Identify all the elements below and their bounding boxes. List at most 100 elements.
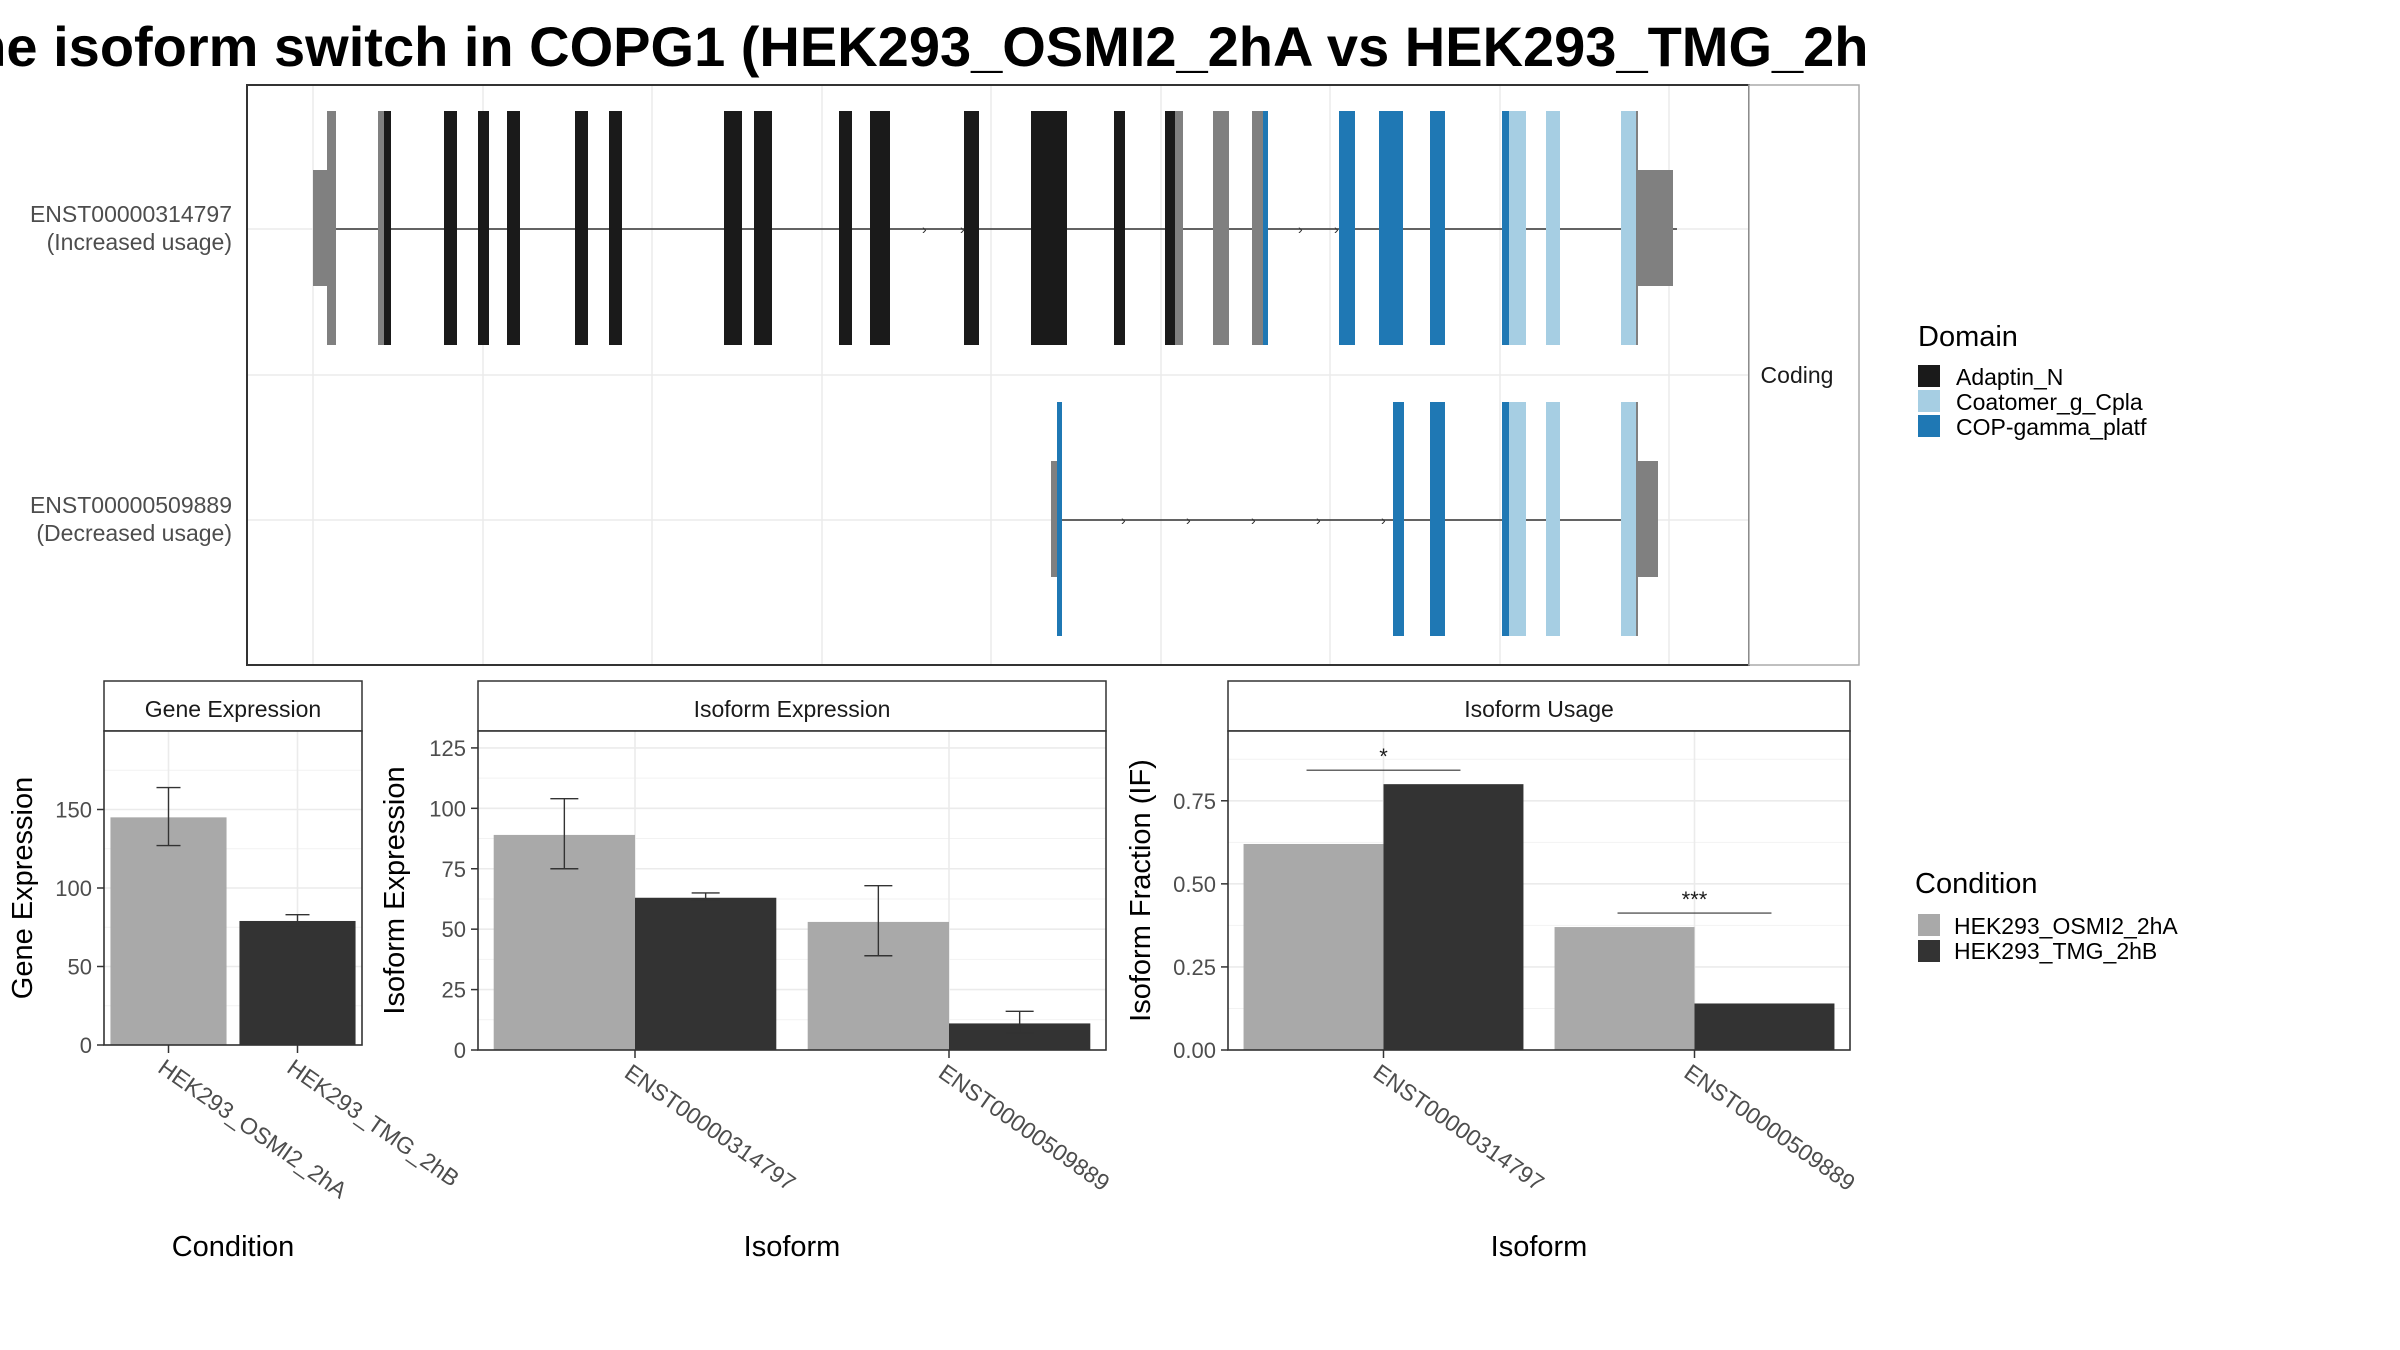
transcript-label-1: ENST00000314797: [30, 201, 232, 227]
exon-block: [1621, 111, 1636, 345]
transcript-label-2: ENST00000509889: [30, 492, 232, 518]
exon-block: [1546, 111, 1560, 345]
y-axis-title: Gene Expression: [7, 777, 39, 999]
strand-arrow: ›: [1381, 512, 1386, 528]
exon-block: [1509, 402, 1526, 636]
exon-block: [575, 111, 588, 345]
condition-legend-title: Condition: [1915, 868, 2038, 900]
panel-strip: [477, 680, 1107, 732]
exon-block: [839, 111, 852, 345]
exon-block: [754, 111, 772, 345]
exon-block: [1546, 402, 1560, 636]
domain-legend-label-3: COP-gamma_platf: [1956, 414, 2147, 440]
transcript-panel: Coding › › › ›: [30, 84, 1860, 666]
exon-block: [1430, 111, 1445, 345]
exon-block: [1031, 111, 1067, 345]
panel-strip: [103, 680, 363, 732]
exon-block: [1379, 111, 1403, 345]
y-tick-label: 150: [55, 798, 92, 823]
bar: [239, 920, 356, 1045]
exon-block: [1393, 402, 1404, 636]
y-tick-label: 50: [68, 955, 92, 980]
exon-block: [1502, 402, 1509, 636]
transcript-sublabel-1: (Increased usage): [47, 229, 232, 255]
x-axis-title: Condition: [172, 1231, 295, 1263]
condition-legend-swatch-2: [1918, 940, 1940, 962]
exon-block: [1213, 111, 1229, 345]
coding-strip: [1748, 84, 1860, 666]
significance-label: *: [1379, 744, 1388, 769]
y-tick-label: 0: [454, 1038, 466, 1063]
domain-legend: Domain Adaptin_N Coatomer_g_Cpla COP-gam…: [1918, 321, 2147, 440]
page-title: The isoform switch in COPG1 (HEK293_OSMI…: [0, 15, 1870, 78]
coding-strip-label: Coding: [1761, 362, 1834, 388]
bar: [1243, 843, 1384, 1050]
plot-frame: [477, 730, 1107, 1051]
condition-legend-label-2: HEK293_TMG_2hB: [1954, 938, 2157, 964]
condition-legend-label-1: HEK293_OSMI2_2hA: [1954, 913, 2178, 939]
exon-block: [1636, 402, 1638, 636]
strand-arrow: ›: [1251, 512, 1256, 528]
panel-strip-label: Isoform Usage: [1464, 696, 1614, 722]
transcript-model-2: › › › › ›: [1051, 402, 1658, 636]
strand-arrow: ›: [922, 221, 927, 237]
transcript-model-1: › › › ›: [313, 111, 1677, 345]
domain-legend-label-1: Adaptin_N: [1956, 364, 2063, 390]
exon-block: [327, 111, 336, 345]
y-tick-label: 0: [80, 1033, 92, 1058]
exon-block: [444, 111, 457, 345]
exon-block: [1175, 111, 1183, 345]
domain-legend-swatch-1: [1918, 365, 1940, 387]
domain-legend-swatch-2: [1918, 390, 1940, 412]
bar: [635, 897, 777, 1050]
y-tick-label: 50: [442, 917, 466, 942]
exon-block: [964, 111, 979, 345]
y-tick-label: 0.75: [1173, 789, 1216, 814]
bar: [1694, 1003, 1835, 1050]
x-tick-label: ENST00000314797: [1369, 1059, 1549, 1196]
strand-arrow: ›: [1121, 512, 1126, 528]
x-axis-title: Isoform: [1491, 1231, 1588, 1263]
exon-block: [1430, 402, 1445, 636]
exon-block: [384, 111, 391, 345]
bar: [1383, 784, 1524, 1050]
x-tick-label: ENST00000509889: [1680, 1059, 1860, 1196]
bar: [1554, 927, 1695, 1050]
x-axis-title: Isoform: [744, 1231, 841, 1263]
exon-block: [724, 111, 742, 345]
domain-legend-label-2: Coatomer_g_Cpla: [1956, 389, 2143, 415]
exon-block: [1263, 111, 1268, 345]
strand-arrow: ›: [1334, 221, 1339, 237]
y-tick-label: 125: [429, 736, 466, 761]
y-axis-title: Isoform Fraction (IF): [1125, 759, 1157, 1022]
exon-block: [478, 111, 489, 345]
plot-frame: [1227, 730, 1851, 1051]
exon-block: [378, 111, 384, 345]
exon-block: [1114, 111, 1125, 345]
exon-block: [1057, 402, 1062, 636]
y-tick-label: 100: [55, 876, 92, 901]
exon-block: [1252, 111, 1263, 345]
utr-exon: [1638, 170, 1673, 286]
isoform-usage-panel: Isoform Usage0.000.250.500.75****ENST000…: [1125, 680, 1860, 1263]
exon-block: [870, 111, 890, 345]
y-axis-title: Isoform Expression: [379, 766, 411, 1014]
utr-exon: [1638, 461, 1658, 577]
condition-legend-swatch-1: [1918, 914, 1940, 936]
transcript-sublabel-2: (Decreased usage): [36, 520, 232, 546]
utr-exon: [313, 170, 329, 286]
significance-label: ***: [1682, 887, 1708, 912]
x-tick-label: ENST00000509889: [934, 1059, 1114, 1196]
y-tick-label: 100: [429, 796, 466, 821]
bar: [493, 834, 635, 1050]
bar: [110, 817, 227, 1045]
plot-frame: [103, 730, 363, 1046]
y-tick-label: 75: [442, 857, 466, 882]
strand-arrow: ›: [1298, 221, 1303, 237]
panel-strip-label: Gene Expression: [145, 696, 321, 722]
exon-block: [1502, 111, 1509, 345]
y-tick-label: 0.00: [1173, 1038, 1216, 1063]
isoform-expression-panel: Isoform Expression 0 25 50 75 100 125 ENST00000…: [379, 680, 1115, 1263]
exon-block: [1636, 111, 1638, 345]
